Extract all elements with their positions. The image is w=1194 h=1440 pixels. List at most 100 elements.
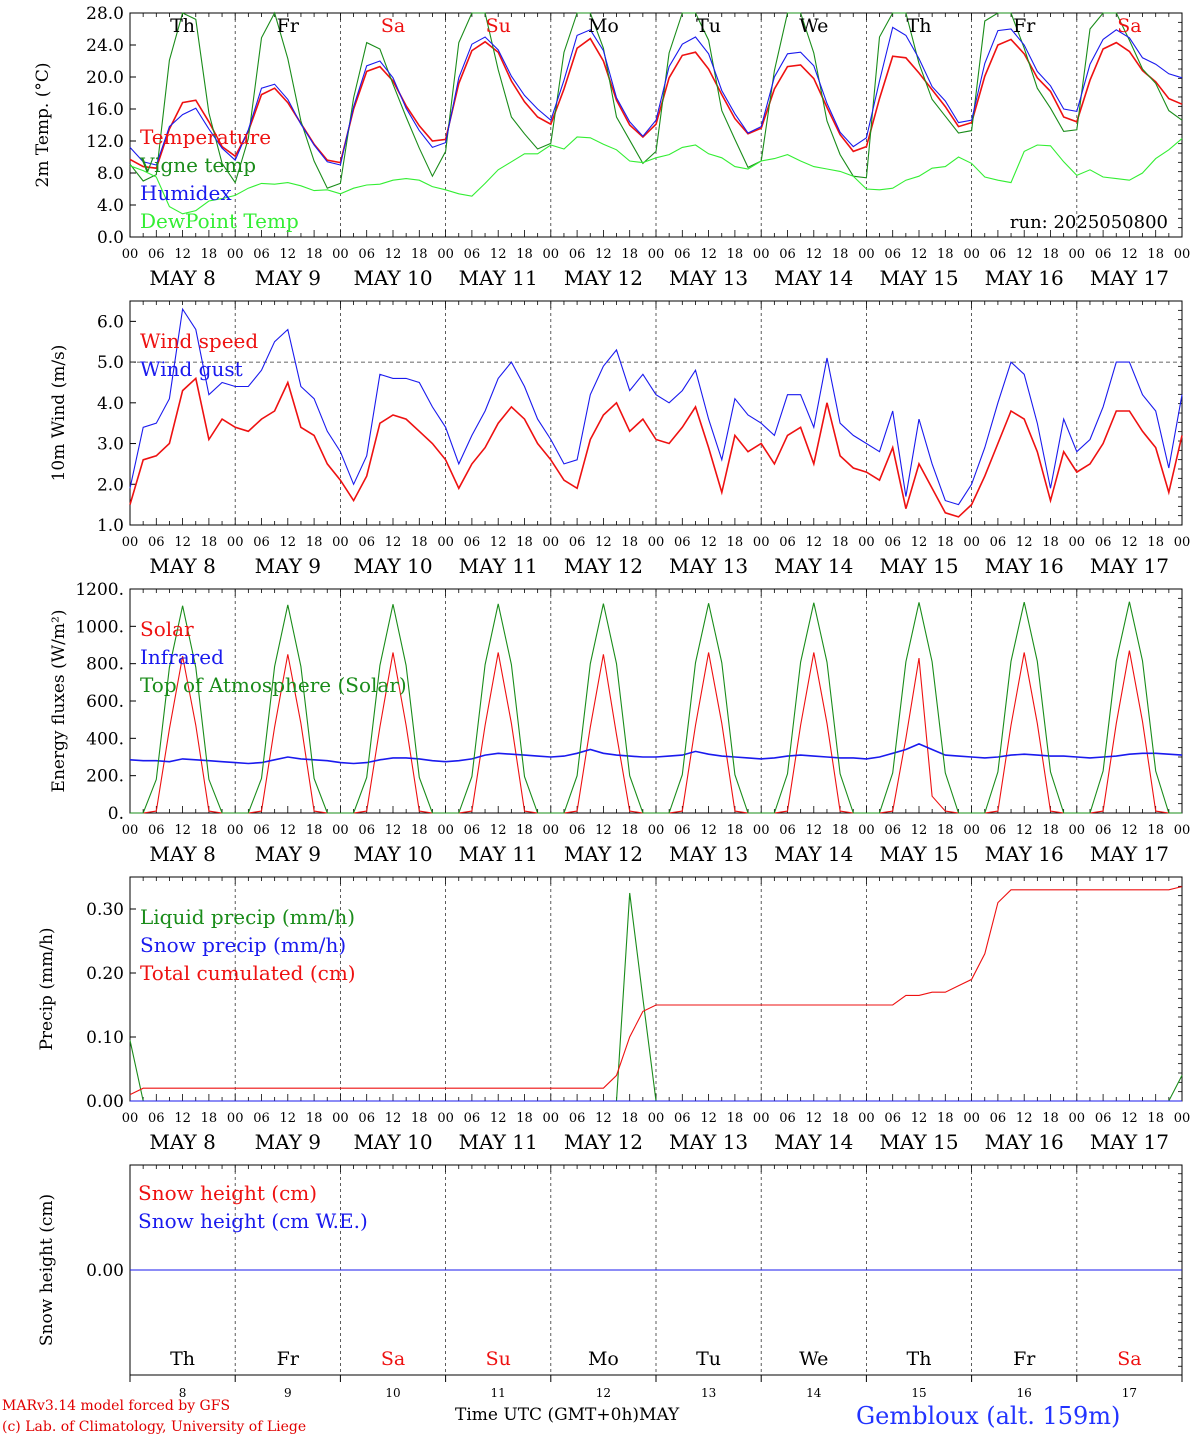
hour-tick-label: 12	[280, 823, 297, 838]
hour-tick-label: 18	[727, 535, 744, 550]
day-number-label: 8	[179, 1386, 187, 1400]
hour-tick-label: 06	[884, 1111, 901, 1126]
date-label: MAY 10	[353, 1130, 432, 1154]
legend-entry: Humidex	[140, 181, 232, 205]
legend-entry: Snow height (cm W.E.)	[138, 1209, 368, 1233]
hour-tick-label: 06	[148, 535, 165, 550]
legend-entry: DewPoint Temp	[140, 209, 299, 233]
hour-tick-label: 06	[464, 1111, 481, 1126]
day-number-label: 14	[806, 1386, 822, 1400]
date-label: MAY 12	[564, 842, 643, 866]
hour-tick-label: 18	[1042, 1111, 1059, 1126]
y-tick-label: 1000.	[75, 617, 124, 637]
hour-tick-label: 00	[963, 535, 980, 550]
date-label: MAY 14	[774, 842, 853, 866]
date-label: MAY 8	[149, 1130, 215, 1154]
series-line-top-of-atmosphere-solar	[130, 601, 1182, 814]
hour-tick-label: 06	[1095, 1111, 1112, 1126]
hour-tick-label: 00	[963, 1111, 980, 1126]
hour-tick-label: 00	[1069, 1111, 1086, 1126]
hour-tick-label: 00	[543, 535, 560, 550]
hour-tick-label: 00	[332, 247, 349, 262]
hour-tick-label: 06	[674, 247, 691, 262]
hour-tick-label: 18	[201, 1111, 218, 1126]
hour-tick-label: 18	[937, 1111, 954, 1126]
hour-tick-label: 06	[464, 247, 481, 262]
hour-tick-label: 12	[1016, 247, 1033, 262]
hour-tick-label: 12	[911, 1111, 928, 1126]
date-label: MAY 11	[459, 554, 538, 578]
series-line-dewpoint-temp	[129, 136, 1183, 215]
hour-tick-label: 00	[1174, 247, 1191, 262]
y-tick-label: 4.0	[97, 196, 124, 216]
weekday-label: Th	[907, 1348, 932, 1370]
hour-tick-label: 06	[253, 535, 270, 550]
hour-tick-label: 00	[1069, 247, 1086, 262]
hour-tick-label: 18	[621, 247, 638, 262]
hour-tick-label: 18	[306, 823, 323, 838]
hour-tick-label: 18	[832, 535, 849, 550]
time-axis-label: Time UTC (GMT+0h)MAY	[455, 1405, 680, 1425]
hour-tick-label: 12	[1016, 1111, 1033, 1126]
hour-tick-label: 06	[674, 1111, 691, 1126]
weekday-label: Sa	[381, 1348, 405, 1370]
day-number-label: 15	[911, 1386, 926, 1400]
hour-tick-label: 18	[937, 535, 954, 550]
hour-tick-label: 00	[543, 247, 560, 262]
date-label: MAY 11	[459, 842, 538, 866]
hour-tick-label: 18	[411, 535, 428, 550]
hour-tick-label: 12	[174, 247, 191, 262]
date-label: MAY 13	[669, 266, 748, 290]
date-label: MAY 11	[459, 1130, 538, 1154]
weekday-label: Th	[170, 1348, 195, 1370]
hour-tick-label: 00	[122, 535, 139, 550]
date-label: MAY 15	[879, 554, 958, 578]
hour-tick-label: 12	[1016, 535, 1033, 550]
date-label: MAY 14	[774, 266, 853, 290]
y-tick-label: 0.0	[97, 228, 124, 248]
hour-tick-label: 06	[884, 823, 901, 838]
weekday-label: Su	[486, 1348, 511, 1370]
hour-tick-label: 12	[911, 823, 928, 838]
date-label: MAY 9	[255, 1130, 321, 1154]
weekday-label: Su	[486, 15, 511, 37]
y-tick-label: 1200.	[75, 580, 124, 600]
hour-tick-label: 18	[201, 247, 218, 262]
y-tick-label: 4.0	[97, 394, 124, 414]
date-label: MAY 14	[774, 1130, 853, 1154]
hour-tick-label: 06	[358, 1111, 375, 1126]
hour-tick-label: 00	[858, 823, 875, 838]
hour-tick-label: 00	[1069, 823, 1086, 838]
date-label: MAY 15	[879, 1130, 958, 1154]
date-label: MAY 12	[564, 554, 643, 578]
hour-tick-label: 06	[148, 823, 165, 838]
hour-tick-label: 18	[201, 823, 218, 838]
legend-entry: Vigne temp	[139, 153, 256, 177]
day-number-label: 10	[385, 1386, 400, 1400]
hour-tick-label: 00	[1174, 535, 1191, 550]
hour-tick-label: 06	[358, 535, 375, 550]
date-label: MAY 13	[669, 554, 748, 578]
y-tick-label: 16.0	[86, 100, 124, 120]
hour-tick-label: 06	[569, 823, 586, 838]
hour-tick-label: 12	[700, 535, 717, 550]
hour-tick-label: 12	[280, 535, 297, 550]
date-label: MAY 17	[1090, 554, 1169, 578]
hour-tick-label: 00	[122, 247, 139, 262]
hour-tick-label: 12	[490, 1111, 507, 1126]
hour-tick-label: 12	[490, 247, 507, 262]
y-tick-label: 28.0	[86, 4, 124, 24]
hour-tick-label: 18	[937, 247, 954, 262]
date-label: MAY 10	[353, 554, 432, 578]
date-label: MAY 15	[879, 266, 958, 290]
hour-tick-label: 06	[464, 535, 481, 550]
hour-tick-label: 18	[1147, 535, 1164, 550]
hour-tick-label: 06	[990, 823, 1007, 838]
hour-tick-label: 06	[674, 823, 691, 838]
hour-tick-label: 18	[411, 247, 428, 262]
temperature-y-label: 2m Temp. (°C)	[33, 62, 53, 187]
hour-tick-label: 00	[648, 823, 665, 838]
energy-y-label: Energy fluxes (W/m²)	[49, 610, 69, 793]
hour-tick-label: 06	[779, 1111, 796, 1126]
hour-tick-label: 00	[648, 535, 665, 550]
